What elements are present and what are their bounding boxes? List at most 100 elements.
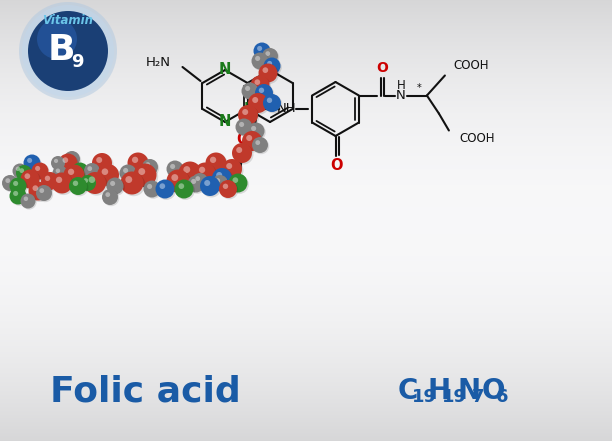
Circle shape [96, 157, 102, 163]
Bar [0, 86, 612, 87]
Bar [0, 378, 612, 380]
Bar [0, 85, 612, 86]
Bar [0, 25, 612, 26]
Bar [0, 152, 612, 153]
Circle shape [252, 97, 258, 103]
Bar [0, 37, 612, 39]
Circle shape [35, 166, 40, 171]
Circle shape [195, 162, 215, 183]
Circle shape [133, 164, 157, 187]
Text: Folic acid: Folic acid [50, 374, 241, 408]
Bar [0, 250, 612, 251]
Bar [0, 193, 612, 194]
Bar [0, 311, 612, 313]
Circle shape [244, 132, 264, 153]
Bar [0, 239, 612, 241]
Circle shape [166, 161, 184, 177]
Bar [0, 385, 612, 386]
Text: 19: 19 [442, 388, 467, 406]
Circle shape [223, 161, 244, 180]
Circle shape [196, 164, 217, 185]
Bar [0, 190, 612, 191]
Circle shape [251, 126, 256, 131]
Circle shape [24, 173, 30, 179]
Text: N: N [244, 101, 256, 116]
Bar [0, 197, 612, 198]
Bar [0, 370, 612, 371]
Circle shape [105, 192, 110, 197]
Bar [0, 403, 612, 404]
Bar [0, 8, 612, 10]
Bar [0, 78, 612, 79]
Bar [0, 250, 612, 252]
Bar [0, 120, 612, 121]
Bar [0, 157, 612, 159]
Bar [0, 259, 612, 261]
Circle shape [265, 59, 282, 76]
Bar [0, 57, 612, 59]
Bar [0, 333, 612, 334]
Bar [0, 382, 612, 384]
Bar [0, 235, 612, 236]
Bar [0, 199, 612, 201]
Bar [0, 363, 612, 364]
Text: O: O [376, 61, 388, 75]
Circle shape [39, 188, 44, 193]
Circle shape [54, 159, 58, 163]
Bar [0, 294, 612, 295]
Circle shape [213, 176, 230, 192]
Bar [0, 137, 612, 138]
Text: H: H [428, 377, 451, 405]
Text: H: H [267, 51, 277, 64]
Bar [0, 351, 612, 353]
Circle shape [36, 185, 52, 201]
Circle shape [51, 156, 65, 170]
Bar [0, 437, 612, 438]
Circle shape [102, 168, 108, 175]
Circle shape [195, 176, 200, 181]
Bar [0, 321, 612, 323]
Bar [0, 146, 612, 147]
Text: N: N [219, 115, 231, 130]
Circle shape [6, 178, 10, 183]
Circle shape [70, 178, 88, 196]
Bar [0, 332, 612, 333]
Text: O: O [482, 377, 506, 405]
Circle shape [53, 174, 74, 195]
Bar [0, 162, 612, 164]
Bar [0, 287, 612, 288]
Bar [0, 101, 612, 102]
Bar [0, 426, 612, 427]
Bar [0, 105, 612, 107]
Circle shape [200, 176, 220, 196]
Bar [0, 255, 612, 257]
Bar [0, 274, 612, 276]
Circle shape [260, 65, 279, 84]
Bar [0, 89, 612, 90]
Bar [0, 51, 612, 52]
Bar [0, 202, 612, 203]
Bar [0, 44, 612, 45]
Circle shape [3, 176, 19, 192]
Bar [0, 117, 612, 119]
Bar [0, 258, 612, 260]
Bar [0, 154, 612, 156]
Circle shape [75, 166, 80, 171]
Bar [0, 370, 612, 372]
Bar [0, 434, 612, 435]
Bar [0, 426, 612, 428]
Bar [0, 395, 612, 396]
Circle shape [174, 179, 193, 198]
Bar [0, 209, 612, 210]
Circle shape [238, 105, 258, 125]
Circle shape [29, 182, 48, 201]
Bar [0, 55, 612, 56]
Bar [0, 306, 612, 308]
Circle shape [223, 183, 228, 189]
Bar [0, 168, 612, 169]
Bar [0, 138, 612, 140]
Circle shape [146, 162, 150, 167]
Bar [0, 366, 612, 368]
Bar [0, 363, 612, 365]
Bar [0, 61, 612, 63]
